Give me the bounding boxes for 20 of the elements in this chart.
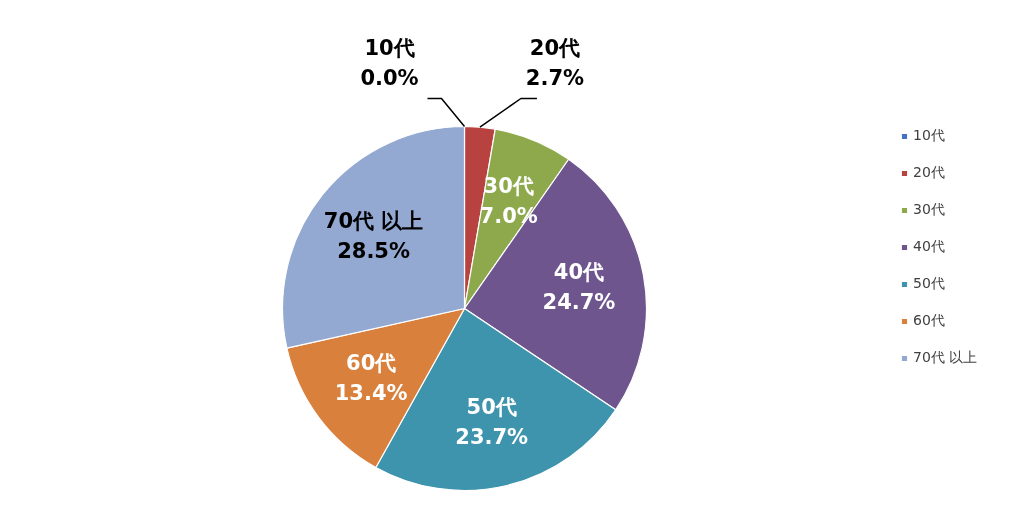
data-label: 13.4%: [334, 381, 408, 406]
legend-label: 60代: [913, 311, 945, 330]
data-label: 2.7%: [525, 65, 585, 90]
slice-label: 30代: [483, 173, 534, 198]
category-label: 10代: [364, 35, 415, 60]
legend-label: 70代 以上: [913, 348, 978, 367]
legend-label: 30代: [913, 200, 945, 219]
legend-label: 20代: [913, 163, 945, 182]
legend-label: 40代: [913, 237, 945, 256]
data-label: 28.5%: [337, 238, 411, 263]
legend-label: 10代: [913, 126, 945, 145]
legend-label: 50代: [913, 274, 945, 293]
data-label: 23.7%: [455, 424, 529, 449]
data-label: 24.7%: [542, 290, 616, 315]
text: 0.0%: [360, 65, 419, 90]
slice-label: 40代: [553, 260, 605, 285]
slice-label: 20代: [529, 35, 581, 60]
slice-label: 60代: [346, 351, 397, 376]
slice-label: 50代: [466, 394, 517, 419]
slice-label: 70代 以上: [323, 208, 424, 233]
